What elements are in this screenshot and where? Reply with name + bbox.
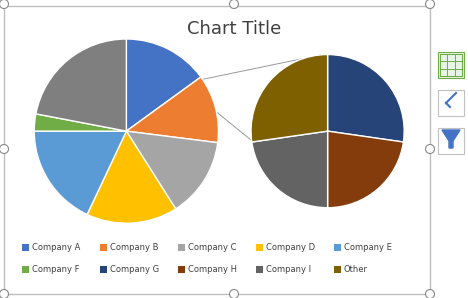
Bar <box>256 244 263 251</box>
Text: Company A: Company A <box>32 243 80 252</box>
Wedge shape <box>328 55 404 142</box>
Circle shape <box>425 145 434 153</box>
Circle shape <box>0 145 8 153</box>
FancyBboxPatch shape <box>438 90 464 116</box>
FancyBboxPatch shape <box>438 52 464 78</box>
Bar <box>100 266 107 273</box>
Wedge shape <box>126 39 201 131</box>
Wedge shape <box>126 131 218 209</box>
Wedge shape <box>328 131 403 208</box>
Circle shape <box>425 0 434 9</box>
Circle shape <box>0 289 8 298</box>
Circle shape <box>229 289 239 298</box>
Bar <box>22 244 29 251</box>
Bar <box>100 244 107 251</box>
Bar <box>178 244 185 251</box>
Bar <box>334 244 341 251</box>
Text: Company E: Company E <box>344 243 392 252</box>
Bar <box>256 266 263 273</box>
Circle shape <box>229 0 239 9</box>
Text: Chart Title: Chart Title <box>187 20 281 38</box>
Text: Company C: Company C <box>188 243 236 252</box>
Text: Company G: Company G <box>110 265 159 274</box>
Text: Company F: Company F <box>32 265 80 274</box>
Circle shape <box>425 289 434 298</box>
Text: Company H: Company H <box>188 265 237 274</box>
Wedge shape <box>252 131 328 208</box>
Text: Company B: Company B <box>110 243 159 252</box>
Bar <box>178 266 185 273</box>
Text: Company I: Company I <box>266 265 311 274</box>
Text: Company D: Company D <box>266 243 315 252</box>
Bar <box>334 266 341 273</box>
FancyBboxPatch shape <box>438 128 464 154</box>
Wedge shape <box>87 131 176 223</box>
Polygon shape <box>442 130 460 148</box>
Wedge shape <box>34 114 126 131</box>
Wedge shape <box>126 77 219 143</box>
Circle shape <box>0 0 8 9</box>
Bar <box>22 266 29 273</box>
Text: Other: Other <box>344 265 368 274</box>
Wedge shape <box>251 55 328 142</box>
Wedge shape <box>36 39 126 131</box>
Wedge shape <box>34 131 126 215</box>
